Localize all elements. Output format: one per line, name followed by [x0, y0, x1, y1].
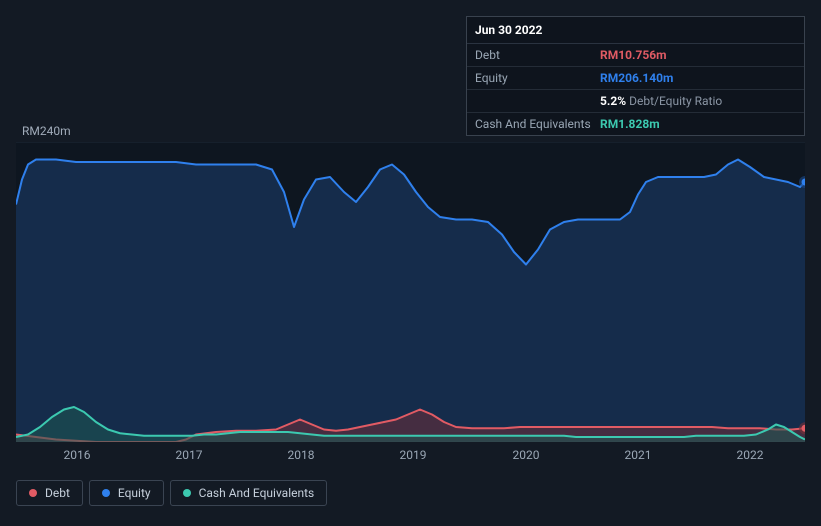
tooltip-row-value: RM1.828m [600, 117, 660, 131]
x-axis-label: 2021 [625, 448, 652, 462]
x-axis-label: 2020 [513, 448, 540, 462]
tooltip-row: EquityRM206.140m [467, 67, 804, 90]
tooltip-row-label: Cash And Equivalents [475, 117, 600, 131]
legend-label: Equity [118, 486, 151, 500]
x-axis: 2016 2017 2018 2019 2020 2021 2022 [16, 448, 805, 464]
legend-dot-icon [29, 489, 37, 497]
chart-tooltip: Jun 30 2022 DebtRM10.756mEquityRM206.140… [466, 16, 805, 136]
tooltip-row: DebtRM10.756m [467, 44, 804, 67]
x-axis-label: 2017 [176, 448, 203, 462]
legend-item[interactable]: Cash And Equivalents [170, 480, 328, 506]
tooltip-row-value: RM206.140m [600, 71, 673, 85]
tooltip-row-label [475, 94, 600, 108]
legend-dot-icon [102, 489, 110, 497]
x-axis-label: 2019 [400, 448, 427, 462]
legend-item[interactable]: Equity [89, 480, 164, 506]
tooltip-row-label: Equity [475, 71, 600, 85]
chart-legend: Debt Equity Cash And Equivalents [16, 480, 327, 506]
tooltip-row-value: RM10.756m [600, 48, 667, 62]
tooltip-row: 5.2% Debt/Equity Ratio [467, 90, 804, 113]
tooltip-row: Cash And EquivalentsRM1.828m [467, 113, 804, 135]
legend-dot-icon [183, 489, 191, 497]
x-axis-label: 2016 [64, 448, 91, 462]
area-chart [16, 142, 805, 442]
legend-item[interactable]: Debt [16, 480, 83, 506]
x-axis-label: 2018 [288, 448, 315, 462]
y-axis-max-label: RM240m [22, 124, 71, 138]
tooltip-row-label: Debt [475, 48, 600, 62]
tooltip-date: Jun 30 2022 [467, 17, 804, 44]
legend-label: Cash And Equivalents [199, 486, 315, 500]
x-axis-label: 2022 [737, 448, 764, 462]
legend-label: Debt [45, 486, 70, 500]
tooltip-row-value: 5.2% Debt/Equity Ratio [600, 94, 722, 108]
